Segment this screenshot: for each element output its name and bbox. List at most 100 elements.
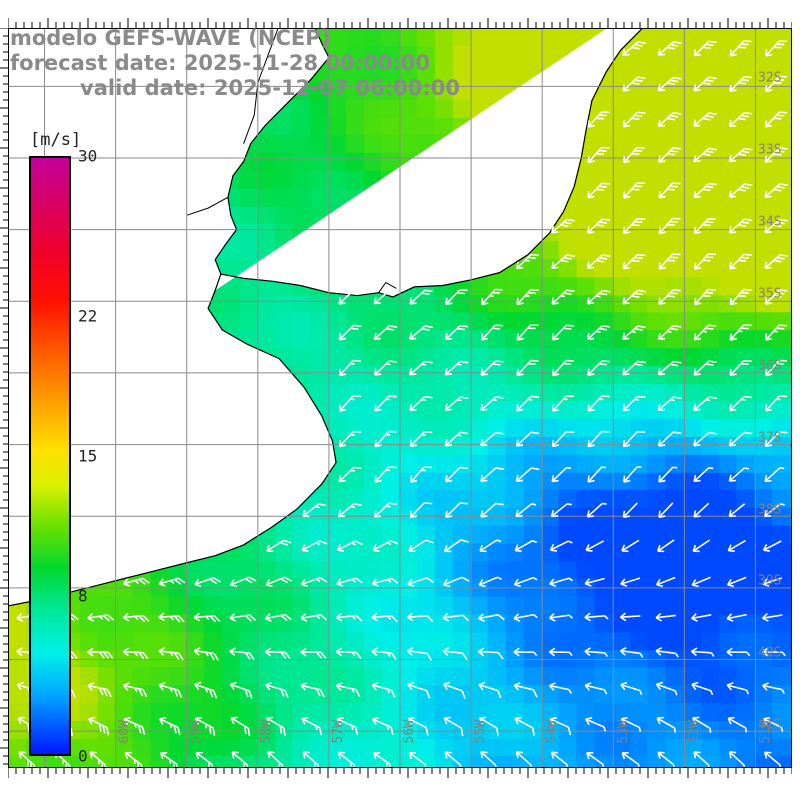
wind-barb [195, 751, 214, 767]
wind-barb [442, 647, 468, 661]
wind-barb [302, 751, 320, 767]
wind-barb [622, 76, 646, 92]
wind-barb [336, 540, 363, 552]
wind-barb [444, 431, 469, 447]
wind-barb [374, 466, 397, 483]
wind-barb [584, 682, 608, 695]
inland-water-3 [378, 281, 397, 293]
wind-barb [729, 324, 752, 341]
wind-barb [371, 716, 394, 735]
wind-barb [726, 681, 750, 695]
wind-barb [764, 395, 788, 412]
wind-barb [762, 540, 782, 552]
wind-barb [549, 577, 574, 587]
lat-label-32S: 32S [758, 70, 782, 86]
wind-barb [692, 716, 712, 733]
wind-barb [444, 360, 469, 376]
wind-barb [123, 716, 146, 735]
wind-barb [478, 613, 505, 622]
wind-barb [409, 395, 433, 412]
wind-barb [729, 40, 752, 57]
wind-barb [335, 682, 361, 698]
wind-barb [764, 147, 788, 163]
wind-barb [619, 647, 644, 658]
wind-barb [658, 147, 681, 163]
wind-barb [694, 288, 717, 306]
wind-barb [584, 577, 605, 587]
wind-barb [301, 716, 323, 736]
wind-barb [657, 325, 682, 341]
wind-barb [229, 613, 257, 622]
wind-barb [193, 612, 221, 623]
wind-barb [764, 111, 788, 128]
wind-barb [552, 359, 574, 377]
wind-barb [480, 751, 497, 767]
wind-barb [338, 430, 362, 448]
wind-barb [692, 539, 711, 553]
wind-barb [300, 682, 325, 698]
wind-barb [194, 716, 216, 736]
colorbar-unit-label: [m/s] [30, 130, 82, 150]
wind-barb [584, 647, 609, 658]
wind-barb [622, 325, 646, 340]
wind-barb [587, 182, 610, 199]
wind-barb [622, 289, 646, 305]
colorbar-tick-15: 15 [78, 446, 98, 466]
wind-barb [762, 716, 784, 732]
wind-barb [514, 716, 535, 736]
wind-barb [374, 430, 397, 448]
wind-barb [266, 716, 286, 737]
lat-label-39S: 39S [758, 573, 782, 589]
wind-barb [658, 182, 681, 199]
wind-barb [549, 682, 572, 694]
wind-barb [371, 612, 398, 623]
lat-label-38S: 38S [758, 502, 782, 518]
wind-barb [230, 716, 251, 737]
wind-barb [302, 503, 327, 518]
wind-barb [479, 716, 499, 737]
wind-barb [516, 324, 539, 341]
wind-barb [587, 360, 610, 376]
wind-barb [765, 75, 788, 93]
wind-barb [406, 612, 434, 623]
wind-barb [693, 502, 710, 518]
wind-barb [371, 647, 397, 661]
wind-barb [194, 577, 221, 587]
wind-barb [658, 253, 681, 270]
wind-barb [658, 217, 681, 235]
wind-barb [620, 577, 641, 587]
wind-barb [480, 360, 504, 376]
wind-barb [551, 466, 572, 483]
wind-barb [442, 681, 466, 699]
wind-barb [693, 112, 717, 127]
wind-barb [300, 647, 327, 659]
wind-barb [372, 752, 392, 767]
wind-barb [338, 359, 362, 377]
wind-barb [265, 681, 289, 699]
wind-barb [409, 289, 433, 305]
wind-barb [622, 360, 646, 376]
wind-barb [264, 613, 292, 622]
wind-barb [445, 466, 468, 483]
lon-label-60W: 60W [116, 720, 132, 744]
wind-barb [622, 502, 638, 518]
wind-barb [513, 613, 538, 622]
wind-barb [691, 576, 711, 588]
wind-barb [728, 431, 753, 447]
wind-barb [158, 577, 186, 587]
wind-barb [729, 395, 753, 412]
wind-barb [265, 576, 292, 588]
wind-barb [122, 682, 148, 698]
lat-label-33S: 33S [758, 142, 782, 158]
wind-barb [657, 751, 675, 767]
land-polygon [9, 29, 642, 606]
wind-barb [623, 182, 646, 199]
wind-barb [727, 539, 746, 552]
wind-barb [622, 253, 646, 270]
wind-barb [480, 467, 504, 483]
wind-barb [338, 324, 362, 341]
wind-barb [337, 502, 362, 518]
map-plot-area[interactable] [8, 28, 792, 768]
wind-barb [194, 681, 218, 699]
wind-barb [728, 503, 746, 518]
